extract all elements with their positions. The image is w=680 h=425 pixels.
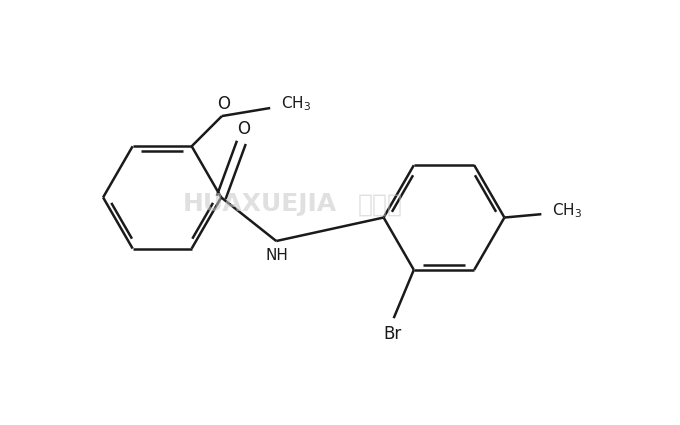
- Text: O: O: [217, 95, 230, 113]
- Text: NH: NH: [265, 248, 288, 263]
- Text: 化学加: 化学加: [358, 192, 403, 216]
- Text: CH$_3$: CH$_3$: [551, 201, 582, 220]
- Text: HUAXUEJIA: HUAXUEJIA: [182, 192, 337, 216]
- Text: O: O: [237, 120, 250, 138]
- Text: Br: Br: [384, 325, 401, 343]
- Text: CH$_3$: CH$_3$: [281, 95, 311, 113]
